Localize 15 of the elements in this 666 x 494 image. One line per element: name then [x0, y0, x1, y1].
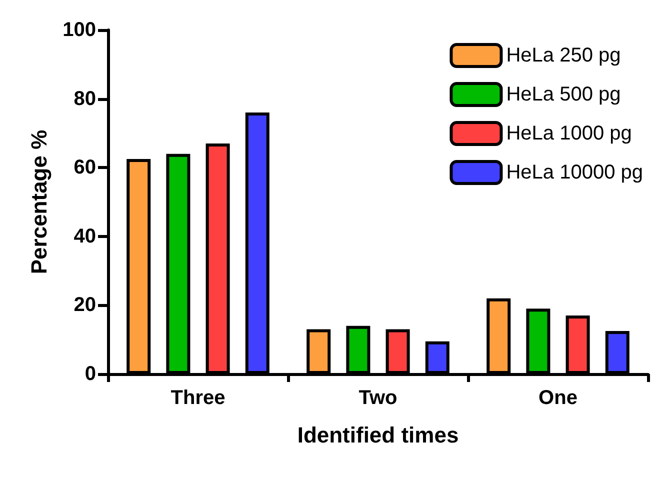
- legend-label: HeLa 10000 pg: [506, 162, 644, 184]
- legend-label: HeLa 250 pg: [506, 44, 621, 66]
- y-tick-label: 100: [62, 19, 96, 41]
- y-tick-label: 20: [74, 294, 96, 316]
- x-tick-label: Two: [358, 387, 398, 409]
- y-tick-label: 40: [74, 225, 96, 248]
- y-tick-label: 80: [74, 88, 96, 110]
- x-tick-label: Three: [170, 387, 226, 409]
- legend-label: HeLa 500 pg: [506, 84, 621, 106]
- legend-label: HeLa 1000 pg: [506, 122, 632, 144]
- y-tick-label: 60: [74, 156, 96, 179]
- x-axis-title: Identified times: [297, 422, 459, 448]
- x-tick-label: One: [538, 387, 578, 409]
- y-tick-label: 0: [84, 363, 96, 385]
- y-axis-title: Percentage %: [26, 130, 52, 274]
